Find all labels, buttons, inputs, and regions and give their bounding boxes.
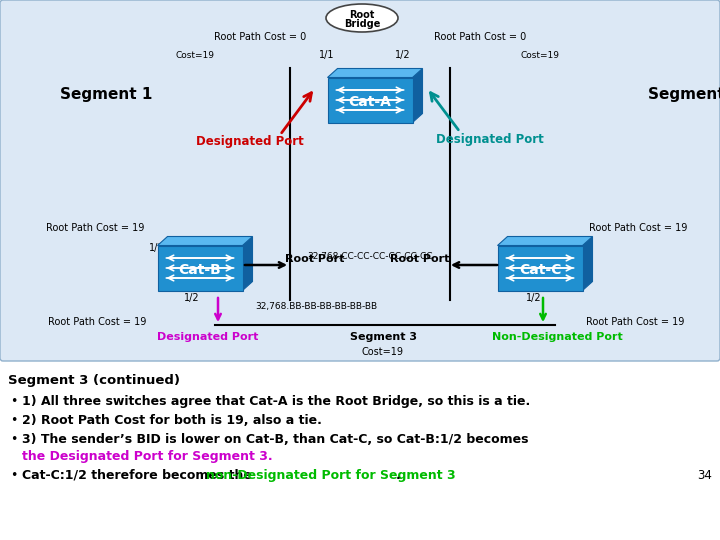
FancyBboxPatch shape: [498, 246, 582, 291]
Polygon shape: [498, 237, 593, 246]
FancyBboxPatch shape: [328, 78, 413, 123]
Text: Root Port: Root Port: [390, 254, 450, 264]
Polygon shape: [158, 237, 253, 246]
Text: •: •: [10, 433, 17, 446]
Text: Designated Port: Designated Port: [436, 133, 544, 146]
Polygon shape: [582, 237, 593, 291]
Text: Non-Designated Port: Non-Designated Port: [492, 332, 622, 342]
Text: 1/2: 1/2: [526, 293, 542, 303]
Text: •: •: [10, 395, 17, 408]
Text: non-Designated Port for Segment 3: non-Designated Port for Segment 3: [206, 469, 456, 482]
Text: 1/2: 1/2: [395, 50, 411, 60]
Text: 3) The sender’s BID is lower on Cat-B, than Cat-C, so Cat-B:1/2 becomes: 3) The sender’s BID is lower on Cat-B, t…: [22, 433, 528, 446]
Polygon shape: [243, 237, 253, 291]
Text: 34: 34: [697, 469, 712, 482]
Text: 1/1: 1/1: [575, 243, 590, 253]
Text: Segment 3: Segment 3: [349, 332, 416, 342]
Text: Root Port: Root Port: [285, 254, 345, 264]
Text: Segment 3 (continued): Segment 3 (continued): [8, 374, 180, 387]
Text: 1) All three switches agree that Cat-A is the Root Bridge, so this is a tie.: 1) All three switches agree that Cat-A i…: [22, 395, 530, 408]
Text: .: .: [396, 469, 400, 482]
Text: •: •: [10, 414, 17, 427]
Text: Root Path Cost = 19: Root Path Cost = 19: [586, 317, 684, 327]
Text: Root Path Cost = 19: Root Path Cost = 19: [46, 223, 144, 233]
Text: Segment 1: Segment 1: [60, 87, 153, 103]
Text: Cat-A: Cat-A: [348, 95, 392, 109]
Text: Cost=19: Cost=19: [176, 51, 215, 59]
Text: Root Path Cost = 19: Root Path Cost = 19: [589, 223, 687, 233]
Text: Cat-C:1/2 therefore becomes the: Cat-C:1/2 therefore becomes the: [22, 469, 256, 482]
Ellipse shape: [326, 4, 398, 32]
Text: 1/1: 1/1: [149, 243, 165, 253]
Text: 1/1: 1/1: [319, 50, 335, 60]
Text: 32,768.CC-CC-CC-CC-CC-CC: 32,768.CC-CC-CC-CC-CC-CC: [307, 252, 433, 260]
FancyBboxPatch shape: [158, 246, 243, 291]
Text: 1/2: 1/2: [184, 293, 200, 303]
Text: 2) Root Path Cost for both is 19, also a tie.: 2) Root Path Cost for both is 19, also a…: [22, 414, 322, 427]
Polygon shape: [328, 69, 423, 78]
Text: Cat-B: Cat-B: [179, 263, 221, 277]
Text: Root Path Cost = 0: Root Path Cost = 0: [434, 32, 526, 42]
Text: Segment 2: Segment 2: [648, 87, 720, 103]
Text: Cat-C: Cat-C: [519, 263, 561, 277]
Text: 32,768.BB-BB-BB-BB-BB-BB: 32,768.BB-BB-BB-BB-BB-BB: [255, 302, 377, 312]
Text: Cost=19: Cost=19: [521, 51, 559, 59]
Text: Root: Root: [349, 10, 374, 20]
FancyBboxPatch shape: [0, 0, 720, 361]
Polygon shape: [413, 69, 423, 123]
Text: Designated Port: Designated Port: [157, 332, 258, 342]
Text: •: •: [10, 469, 17, 482]
Text: Root Path Cost = 0: Root Path Cost = 0: [214, 32, 306, 42]
Text: Cost=19: Cost=19: [362, 347, 404, 357]
Text: the Designated Port for Segment 3.: the Designated Port for Segment 3.: [22, 450, 273, 463]
Text: Root Path Cost = 19: Root Path Cost = 19: [48, 317, 146, 327]
Text: Designated Port: Designated Port: [196, 136, 304, 148]
Text: Bridge: Bridge: [344, 19, 380, 29]
